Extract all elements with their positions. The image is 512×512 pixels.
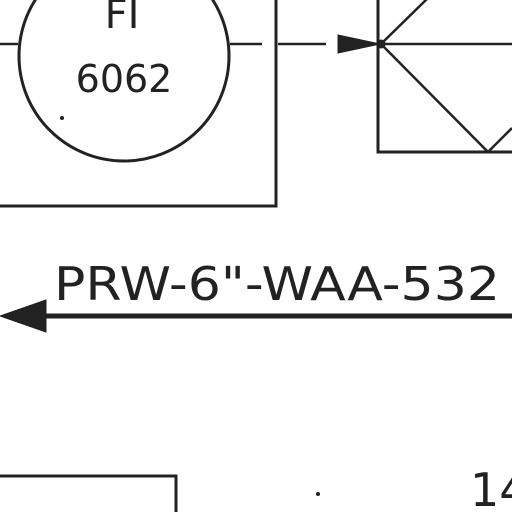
instrument-tag-letters: FI xyxy=(105,0,140,38)
equipment-diagonal-3 xyxy=(487,127,512,153)
equipment-diagonal-1 xyxy=(380,0,428,45)
process-line-label: PRW-6"-WAA-532 xyxy=(54,257,500,311)
equipment-diagonal-2 xyxy=(380,43,489,153)
scan-speck xyxy=(316,492,320,496)
process-line-arrowhead xyxy=(0,299,47,333)
scan-speck xyxy=(60,116,64,120)
instrument-bubble xyxy=(17,0,231,163)
equipment-box xyxy=(376,0,512,154)
partial-label: 14 xyxy=(470,463,512,512)
instrument-tag-number: 6062 xyxy=(76,57,173,101)
signal-arrowhead xyxy=(337,34,381,54)
bottom-left-box xyxy=(0,474,178,512)
instrument-enclosure-box xyxy=(0,0,278,208)
